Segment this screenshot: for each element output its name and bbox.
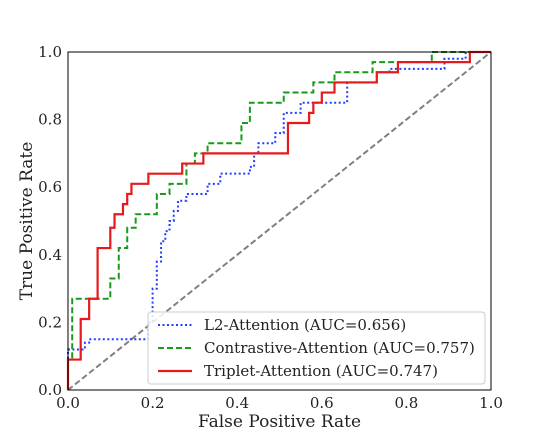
legend-label-l2-attention: L2-Attention (AUC=0.656) bbox=[204, 316, 406, 334]
plot-frame bbox=[67, 51, 492, 391]
diagonal-reference-line bbox=[67, 51, 492, 391]
roc-curve-contrastive-attention bbox=[67, 51, 491, 390]
legend-box bbox=[147, 311, 486, 385]
x-axis-label: False Positive Rate bbox=[198, 412, 361, 432]
legend: L2-Attention (AUC=0.656) Contrastive-Atte… bbox=[147, 311, 486, 385]
y-tick-label: 0.0 bbox=[38, 381, 62, 399]
x-tick-label: 1.0 bbox=[479, 394, 503, 412]
x-tick-label: 0.2 bbox=[141, 394, 165, 412]
y-tick-label: 0.4 bbox=[38, 246, 62, 264]
y-tick-label: 0.8 bbox=[38, 111, 62, 129]
y-tick-label: 0.6 bbox=[38, 178, 62, 196]
x-tick-label: 0.0 bbox=[56, 394, 80, 412]
y-tick-label: 0.2 bbox=[38, 313, 62, 331]
x-tick-label: 0.8 bbox=[394, 394, 418, 412]
curves-layer bbox=[66, 50, 492, 391]
y-axis-label: True Positive Rate bbox=[17, 142, 37, 301]
x-tick-label: 0.4 bbox=[225, 394, 249, 412]
x-tick-label: 0.6 bbox=[310, 394, 334, 412]
roc-curve-triplet-attention bbox=[66, 50, 491, 390]
ticks-layer: 0.0 0.2 0.4 0.6 0.8 1.0 0.0 0.2 0.4 0.6 0.8 1.0 bbox=[38, 43, 503, 412]
legend-label-triplet-attention: Triplet-Attention (AUC=0.747) bbox=[204, 362, 438, 380]
legend-label-contrastive-attention: Contrastive-Attention (AUC=0.757) bbox=[204, 339, 475, 357]
y-tick-label: 1.0 bbox=[38, 43, 62, 61]
